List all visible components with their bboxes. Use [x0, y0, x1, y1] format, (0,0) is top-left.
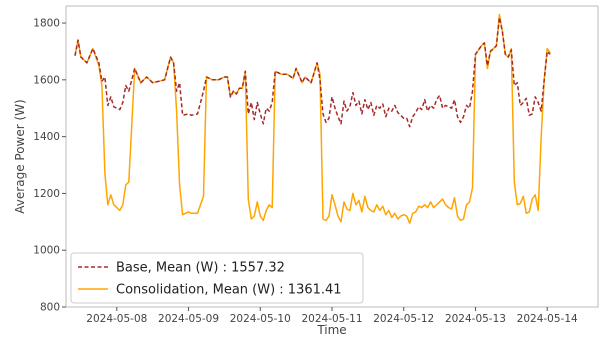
y-axis-ticks: 800 1000 1200 1400 1600 1800: [33, 18, 66, 314]
series-layer: [74, 13, 551, 224]
series-line-consolidation: [74, 13, 551, 224]
y-tick-label: 1000: [33, 245, 60, 257]
y-tick-label: 1200: [33, 188, 60, 200]
y-tick-label: 1400: [33, 131, 60, 143]
x-tick-label: 2024-05-13: [445, 313, 506, 325]
x-axis-label: Time: [316, 323, 346, 337]
x-axis-ticks: 2024-05-08 2024-05-09 2024-05-10 2024-05-11…: [86, 307, 578, 325]
x-tick-label: 2024-05-10: [230, 313, 291, 325]
y-tick-label: 1800: [33, 18, 60, 30]
x-tick-label: 2024-05-08: [86, 313, 147, 325]
y-axis-label: Average Power (W): [13, 99, 27, 213]
legend: Base, Mean (W) : 1557.32 Consolidation, …: [70, 252, 364, 304]
legend-entry-consolidation: Consolidation, Mean (W) : 1361.41: [116, 283, 342, 298]
legend-box: [70, 252, 364, 304]
legend-entry-base: Base, Mean (W) : 1557.32: [116, 261, 285, 276]
x-tick-label: 2024-05-11: [301, 313, 362, 325]
x-tick-label: 2024-05-09: [158, 313, 219, 325]
x-tick-label: 2024-05-12: [373, 313, 434, 325]
y-tick-label: 1600: [33, 74, 60, 86]
y-tick-label: 800: [40, 302, 60, 314]
series-line-base: [74, 16, 551, 128]
x-tick-label: 2024-05-14: [517, 313, 578, 325]
